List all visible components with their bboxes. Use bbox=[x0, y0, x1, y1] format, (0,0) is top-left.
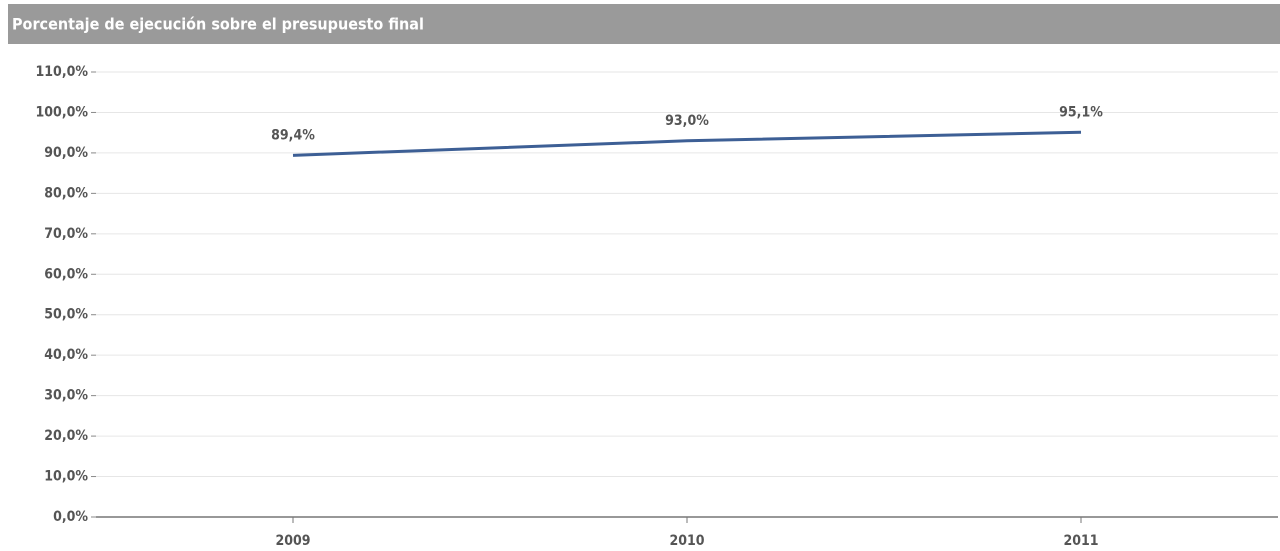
x-tick-label: 2010 bbox=[669, 533, 704, 549]
y-tick-label: 70,0% bbox=[44, 226, 88, 242]
line bbox=[292, 130, 1082, 157]
y-tick-label: 110,0% bbox=[36, 64, 89, 80]
y-tick-label: 100,0% bbox=[36, 104, 89, 120]
y-tick-label: 30,0% bbox=[44, 388, 88, 404]
y-tick-label: 60,0% bbox=[44, 266, 88, 282]
x-tick-label: 2009 bbox=[275, 533, 310, 549]
y-tick-label: 90,0% bbox=[44, 145, 88, 161]
y-tick-label: 80,0% bbox=[44, 185, 88, 201]
y-tick-label: 10,0% bbox=[44, 469, 88, 485]
data-label: 95,1% bbox=[1059, 104, 1103, 120]
y-tick-label: 20,0% bbox=[44, 428, 88, 444]
x-tick-label: 2011 bbox=[1063, 533, 1098, 549]
title-bar bbox=[8, 4, 1280, 44]
data-label: 89,4% bbox=[271, 127, 315, 143]
data-label: 93,0% bbox=[665, 113, 709, 129]
chart-title: Porcentaje de ejecución sobre el presupu… bbox=[12, 15, 424, 34]
y-tick-label: 0,0% bbox=[53, 509, 88, 525]
y-tick-label: 50,0% bbox=[44, 307, 88, 323]
y-tick-label: 40,0% bbox=[44, 347, 88, 363]
